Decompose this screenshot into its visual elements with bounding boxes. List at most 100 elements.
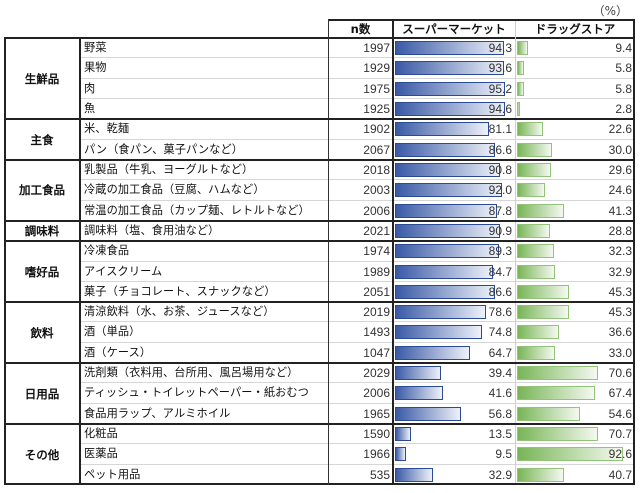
item-label: 冷蔵の加工食品（豆腐、ハムなど） [84, 183, 265, 197]
category-label: 調味料 [24, 224, 60, 239]
supermarket-cell: 78.6 [393, 302, 515, 322]
drugstore-bar [517, 244, 555, 259]
item-label: 果物 [84, 61, 107, 75]
table-row: 菓子（チョコレート、スナックなど） 2051 86.6 45.3 [80, 282, 635, 302]
supermarket-bar [395, 406, 461, 421]
header-supermarket: スーパーマーケット [402, 22, 506, 36]
row-separator [80, 260, 635, 262]
item-label: 医薬品 [84, 447, 118, 461]
drugstore-bar [517, 122, 543, 137]
supermarket-bar [395, 427, 411, 442]
drugstore-cell: 32.3 [515, 241, 635, 261]
drugstore-bar [517, 264, 555, 279]
drugstore-value: 67.4 [608, 386, 632, 401]
drugstore-cell: 54.6 [515, 404, 635, 424]
supermarket-value: 13.5 [488, 427, 512, 442]
supermarket-cell: 94.6 [393, 99, 515, 119]
n-count: 2029 [363, 366, 390, 381]
drugstore-cell: 45.3 [515, 282, 635, 302]
drugstore-cell: 32.9 [515, 262, 635, 282]
category-label: 嗜好品 [24, 264, 60, 279]
supermarket-cell: 86.6 [393, 282, 515, 302]
item-label: パン（食パン、菓子パンなど） [84, 142, 244, 156]
category-label: 生鮮品 [24, 71, 60, 86]
drugstore-cell: 28.8 [515, 221, 635, 241]
category-group: 嗜好品 冷凍食品 1974 89.3 32.3 アイスクリーム 1989 84.7 32.9 菓子… [4, 241, 635, 302]
drugstore-bar [517, 467, 564, 482]
item-label: 調味料（塩、食用油など） [84, 223, 220, 237]
supermarket-bar [395, 447, 407, 462]
supermarket-bar [395, 305, 487, 320]
table-row: 医薬品 1966 9.5 92.6 [80, 444, 635, 465]
item-label: 肉 [84, 81, 96, 95]
supermarket-value: 86.6 [488, 142, 512, 157]
group-separator [4, 219, 635, 222]
unit-label: （%） [592, 4, 628, 18]
n-count: 2018 [363, 162, 390, 177]
group-separator [4, 240, 635, 243]
n-count: 2019 [363, 305, 390, 320]
group-separator [4, 301, 635, 304]
drugstore-bar [517, 41, 528, 55]
supermarket-value: 78.6 [488, 305, 512, 320]
supermarket-value: 32.9 [488, 467, 512, 482]
supermarket-cell: 74.8 [393, 322, 515, 342]
supermarket-cell: 95.2 [393, 79, 515, 99]
supermarket-bar [395, 366, 441, 381]
supermarket-value: 56.8 [488, 406, 512, 421]
drugstore-value: 45.3 [608, 284, 632, 299]
supermarket-cell: 84.7 [393, 262, 515, 282]
supermarket-cell: 81.1 [393, 119, 515, 139]
drugstore-bar [517, 325, 560, 340]
item-label: 酒（ケース） [84, 345, 152, 359]
drugstore-bar [517, 61, 524, 76]
supermarket-bar [395, 81, 506, 96]
supermarket-value: 86.6 [488, 284, 512, 299]
group-separator [4, 118, 635, 121]
item-label: 乳製品（牛乳、ヨーグルトなど） [84, 162, 254, 176]
n-count: 535 [369, 467, 390, 482]
drugstore-value: 70.6 [608, 366, 632, 381]
drugstore-cell: 70.7 [515, 424, 635, 444]
supermarket-cell: 13.5 [393, 424, 515, 444]
drugstore-cell: 5.8 [515, 58, 635, 78]
drugstore-bar [517, 305, 570, 320]
category-group: その他 化粧品 1590 13.5 70.7 医薬品 1966 9.5 92.6 ペット用品 535… [4, 424, 635, 485]
row-separator [80, 97, 635, 99]
row-separator [80, 443, 635, 445]
drugstore-value: 32.9 [608, 264, 632, 279]
category-group: 調味料 調味料（塩、食用油など） 2021 90.9 28.8 [4, 221, 635, 241]
supermarket-bar [395, 101, 505, 116]
supermarket-cell: 90.8 [393, 160, 515, 180]
table-row: 酒（単品） 1493 74.8 36.6 [80, 322, 635, 343]
n-count: 2006 [363, 386, 390, 401]
category-group: 日用品 洗剤類（衣料用、台所用、風呂場用など） 2029 39.4 70.6 ティッシュ・… [4, 363, 635, 424]
category-divider [79, 37, 81, 485]
category-label: 日用品 [24, 386, 60, 401]
supermarket-cell: 39.4 [393, 363, 515, 383]
table-row: 乳製品（牛乳、ヨーグルトなど） 2018 90.8 29.6 [80, 160, 635, 181]
drugstore-bar [517, 142, 552, 157]
supermarket-bar [395, 61, 504, 76]
item-label: 魚 [84, 101, 96, 115]
item-label: 清涼飲料（水、お茶、ジュースなど） [84, 305, 275, 319]
supermarket-bar [395, 162, 501, 177]
row-separator [80, 382, 635, 384]
drugstore-bar [517, 101, 521, 116]
drugstore-bar [517, 183, 546, 198]
drugstore-bar [517, 203, 565, 218]
drugstore-cell: 9.4 [515, 38, 635, 58]
supermarket-column-divider [392, 19, 394, 485]
table-row: 常温の加工食品（カップ麺、レトルトなど） 2006 87.8 41.3 [80, 201, 635, 221]
n-count: 1997 [363, 41, 390, 55]
table-row: 食品用ラップ、アルミホイル 1965 56.8 54.6 [80, 404, 635, 424]
header-n-count: n数 [350, 22, 371, 36]
supermarket-value: 94.6 [488, 101, 512, 116]
supermarket-bar [395, 244, 499, 259]
drugstore-value: 9.4 [615, 41, 632, 55]
row-separator [80, 138, 635, 140]
supermarket-bar [395, 203, 497, 218]
supermarket-value: 89.3 [488, 244, 512, 259]
supermarket-bar [395, 223, 501, 238]
supermarket-value: 41.6 [488, 386, 512, 401]
